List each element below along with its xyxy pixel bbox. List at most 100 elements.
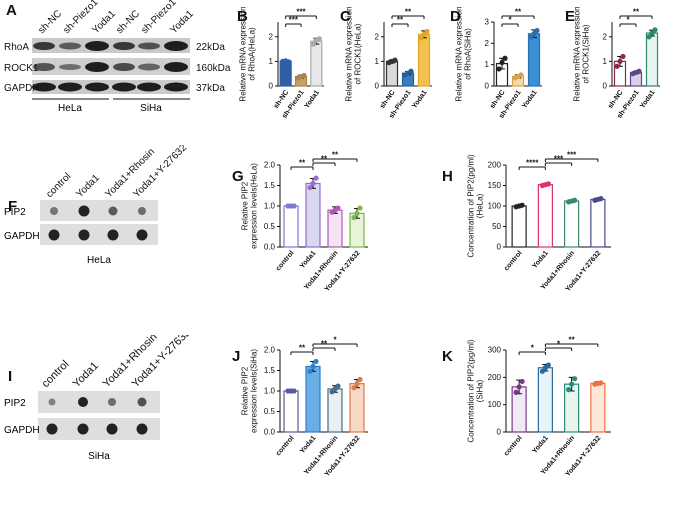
y-tick-label: 0: [497, 428, 502, 437]
dot-blot-f: control Yoda1 Yoda1+Rhosin Yoda1+Y-27632…: [4, 145, 189, 266]
data-point: [354, 381, 360, 387]
data-point: [310, 180, 316, 187]
y-axis-label: Relative mRNA expression: [239, 6, 248, 101]
data-point: [516, 384, 522, 390]
category-label: Yoda1: [531, 250, 550, 270]
data-point: [545, 181, 551, 187]
bar: [590, 198, 606, 248]
lane-label: Yoda1+Y-27632: [131, 145, 189, 200]
y-axis-label: Relative mRNA expression: [573, 6, 582, 101]
data-point: [646, 34, 652, 40]
y-tick-label: 1.5: [264, 181, 276, 190]
bar-chart-h: 0 50 100 150 200 Concentration of PIP2(pg/ml)…: [467, 151, 611, 293]
bar: [537, 184, 553, 248]
cell-label-hela: HeLa: [87, 255, 111, 266]
data-point: [351, 385, 357, 391]
data-point: [301, 72, 307, 79]
panel-label-k: K: [442, 348, 453, 365]
bar-chart-e: 0 1 2 Relative mRNA expression of ROCK1(SiHa…: [573, 6, 660, 120]
data-point: [499, 59, 505, 66]
y-tick-label: 50: [492, 222, 501, 231]
y-tick-label: 1.0: [264, 387, 276, 396]
y-tick-label: 0: [269, 82, 274, 91]
lane-label: sh-NC: [36, 8, 64, 36]
data-point: [354, 210, 360, 216]
group-label-siha: SiHa: [140, 103, 162, 114]
y-axis-label: of ROCK1(HeLa): [354, 23, 363, 84]
significance-label: ****: [526, 159, 539, 168]
category-label: control: [275, 435, 296, 458]
row-label-pip2: PIP2: [4, 207, 26, 218]
data-point: [310, 41, 316, 47]
significance-label: ***: [289, 16, 299, 25]
data-point: [313, 175, 319, 181]
row-label-gapdh: GAPDH: [4, 231, 40, 242]
bar: [537, 367, 553, 433]
data-point: [418, 35, 424, 41]
data-point: [534, 27, 540, 34]
y-axis-label: Relative PIP2: [241, 366, 250, 415]
bar-chart-d: 0 1 2 3 Relative mRNA expression of RhoA(SiHa…: [455, 6, 542, 120]
y-tick-label: 0: [485, 82, 490, 91]
y-axis-label: Concentration of PIP2(pg/ml): [467, 339, 476, 442]
y-axis-label: Concentration of PIP2(pg/ml): [467, 154, 476, 257]
y-tick-label: 2.0: [264, 161, 276, 170]
data-point: [572, 376, 578, 382]
bar: [283, 205, 299, 248]
kda-label: 160kDa: [196, 63, 231, 74]
y-axis-label: expression levels(SiHa): [250, 349, 259, 433]
significance-label: **: [515, 8, 522, 17]
significance-label: **: [299, 344, 306, 353]
data-point: [652, 27, 658, 33]
category-label: Yoda1: [521, 89, 539, 110]
data-point: [335, 205, 341, 211]
category-label: Yoda1: [299, 435, 318, 455]
bar: [590, 382, 606, 433]
blot-strip-rock1: [32, 58, 190, 75]
bar: [327, 209, 343, 248]
y-tick-label: 1.5: [264, 366, 276, 375]
category-label: Yoda1: [299, 250, 318, 270]
y-tick-label: 2: [485, 39, 490, 48]
category-label: Yoda1: [639, 89, 657, 110]
data-point: [513, 389, 519, 395]
data-point: [307, 184, 313, 191]
y-tick-label: 1: [269, 57, 274, 66]
data-point: [545, 362, 551, 368]
bar-chart-c: 0 1 2 Relative mRNA expression of ROCK1(HeLa…: [345, 6, 432, 120]
bar-chart-j: 0.0 0.5 1.0 1.5 2.0 Relative PIP2 expression l…: [241, 336, 368, 478]
y-axis-label: of ROCK1(SiHa): [582, 24, 591, 83]
lane-label: control: [40, 358, 72, 390]
y-tick-label: 2: [375, 32, 380, 41]
panel-label-g: G: [232, 168, 244, 185]
y-tick-label: 1: [485, 60, 490, 69]
data-point: [539, 368, 545, 374]
data-point: [291, 203, 297, 209]
kda-label: 22kDa: [196, 42, 225, 53]
bar: [283, 390, 299, 433]
data-point: [519, 378, 525, 385]
data-point: [291, 388, 297, 394]
panel-label-b: B: [237, 8, 248, 25]
data-point: [310, 363, 316, 369]
category-label: control: [503, 435, 524, 458]
significance-label: *: [508, 16, 512, 25]
data-point: [617, 58, 623, 64]
panel-label-e: E: [565, 8, 576, 25]
y-tick-label: 200: [488, 373, 502, 382]
y-tick-label: 0: [497, 243, 502, 252]
panel-label-i: I: [8, 368, 13, 385]
significance-label: **: [332, 151, 339, 160]
y-tick-label: 2.0: [264, 346, 276, 355]
data-point: [569, 381, 575, 387]
y-tick-label: 0.5: [264, 222, 276, 231]
significance-label: **: [299, 159, 306, 168]
significance-label: *: [333, 336, 337, 345]
y-axis-label: expression levels(HeLa): [250, 163, 259, 249]
data-point: [620, 53, 626, 60]
bar-chart-g: 0.0 0.5 1.0 1.5 2.0 Relative PIP2 expression l…: [241, 151, 368, 293]
significance-label: *: [626, 16, 630, 25]
lane-label: Yoda1: [168, 8, 196, 36]
significance-label: **: [633, 8, 640, 17]
category-label: control: [275, 250, 296, 273]
